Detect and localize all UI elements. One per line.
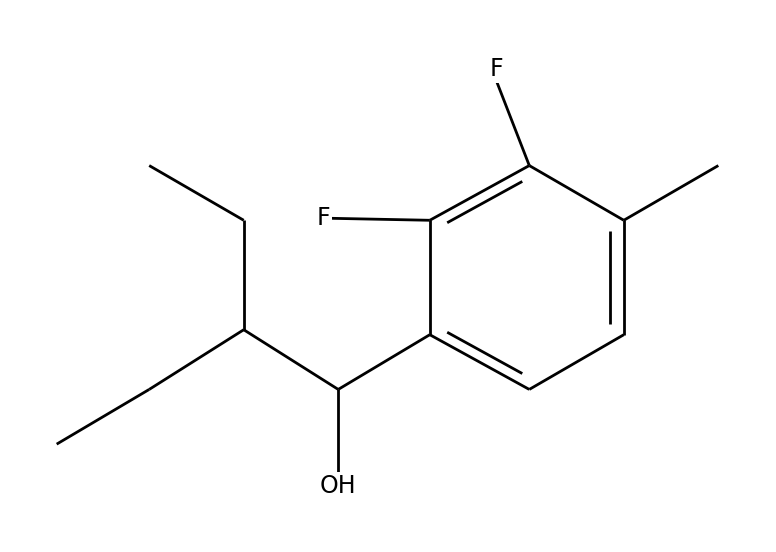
Text: F: F xyxy=(490,57,504,81)
Text: OH: OH xyxy=(320,474,356,498)
Text: F: F xyxy=(317,206,331,230)
